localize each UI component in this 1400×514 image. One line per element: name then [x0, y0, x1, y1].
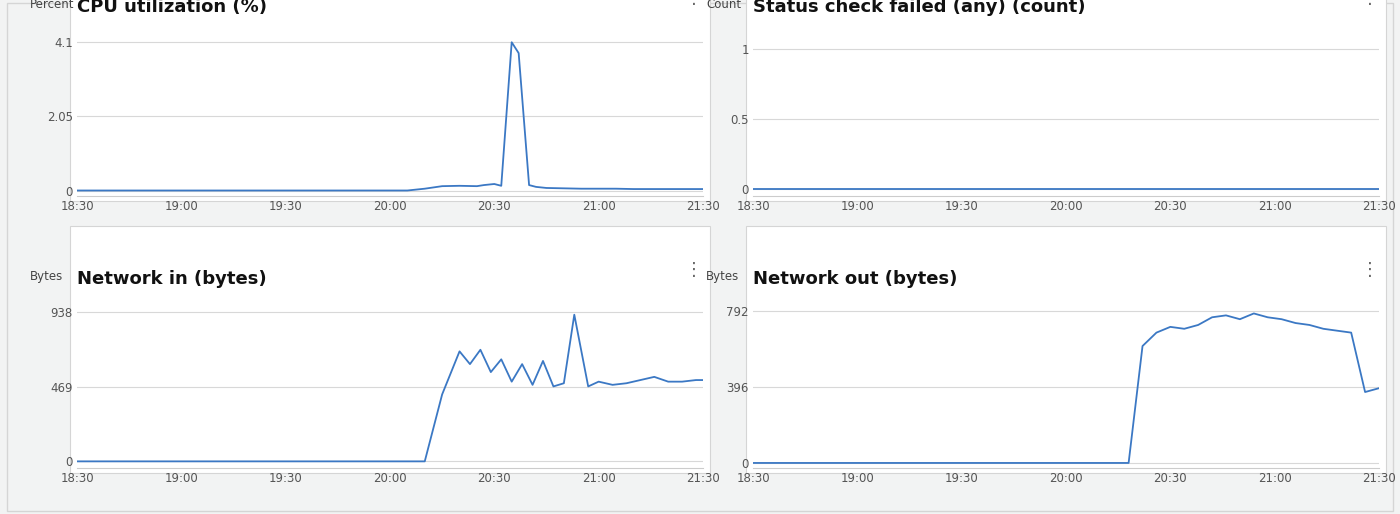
Text: Network out (bytes): Network out (bytes) — [753, 270, 958, 288]
Text: ⋮: ⋮ — [1361, 261, 1379, 279]
Text: ⋮: ⋮ — [1361, 0, 1379, 7]
Text: ⋮: ⋮ — [685, 261, 703, 279]
Text: CPU utilization (%): CPU utilization (%) — [77, 0, 267, 16]
Text: Status check failed (any) (count): Status check failed (any) (count) — [753, 0, 1085, 16]
Text: Count: Count — [706, 0, 741, 11]
Text: Bytes: Bytes — [706, 269, 739, 283]
Text: Network in (bytes): Network in (bytes) — [77, 270, 266, 288]
Text: Bytes: Bytes — [29, 269, 63, 283]
Text: ⋮: ⋮ — [685, 0, 703, 7]
Text: Percent: Percent — [29, 0, 74, 11]
